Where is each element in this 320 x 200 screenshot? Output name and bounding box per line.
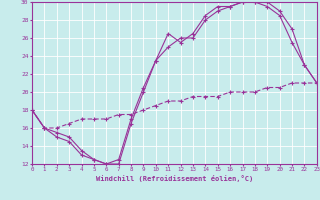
X-axis label: Windchill (Refroidissement éolien,°C): Windchill (Refroidissement éolien,°C) — [96, 175, 253, 182]
